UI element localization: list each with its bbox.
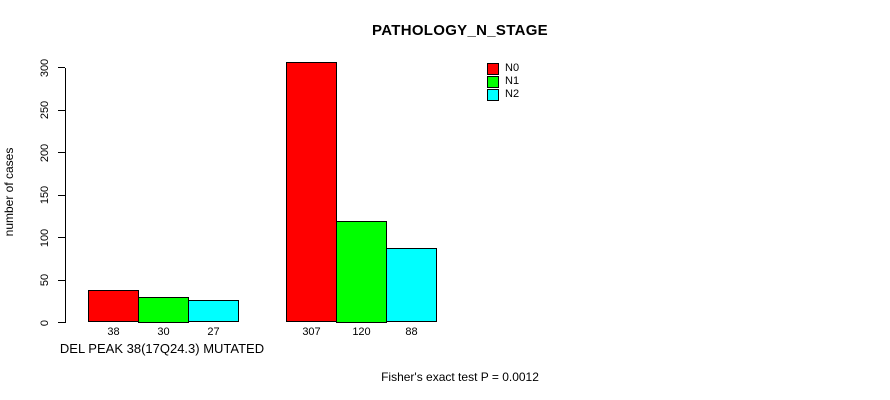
y-axis-tick <box>58 322 65 323</box>
legend-swatch-n0 <box>487 62 499 75</box>
bar-n1-group2 <box>336 220 387 323</box>
y-axis-tick-label: 250 <box>39 100 51 120</box>
annotation-text: Fisher's exact test P = 0.0012 <box>381 370 539 384</box>
bar-value-label: 120 <box>352 326 371 338</box>
chart-title: PATHOLOGY_N_STAGE <box>372 22 548 39</box>
legend-item-n1: N1 <box>487 75 519 88</box>
y-axis-tick-label: 150 <box>39 185 51 205</box>
y-axis-tick-label: 0 <box>39 319 51 326</box>
bar-n1-group1 <box>138 297 189 323</box>
legend: N0 N1 N2 <box>487 62 519 101</box>
y-axis-tick-label: 100 <box>39 228 51 247</box>
bar-n0-group1 <box>88 290 139 323</box>
legend-swatch-n2 <box>487 88 499 101</box>
y-axis-tick <box>58 194 65 196</box>
y-axis-tick <box>58 67 65 68</box>
legend-label-n1: N1 <box>505 75 520 87</box>
bar-n0-group2 <box>286 61 337 323</box>
bar-n2-group1 <box>188 299 239 323</box>
y-axis-tick <box>58 279 65 281</box>
y-axis-tick-label: 50 <box>39 273 51 287</box>
legend-swatch-n1 <box>487 75 499 88</box>
y-axis-line <box>65 67 66 323</box>
legend-item-n2: N2 <box>487 88 519 101</box>
bar-value-label: 30 <box>157 326 170 338</box>
y-axis-tick <box>58 109 65 111</box>
legend-label-n0: N0 <box>505 62 520 74</box>
bar-n2-group2 <box>386 247 437 323</box>
bar-value-label: 38 <box>107 326 120 338</box>
y-axis-tick <box>58 152 65 153</box>
bar-value-label: 27 <box>207 326 220 338</box>
x-group-label-mutated: DEL PEAK 38(17Q24.3) MUTATED <box>59 341 265 356</box>
y-axis-tick-label: 200 <box>39 143 51 162</box>
legend-item-n0: N0 <box>487 62 519 75</box>
bar-value-label: 307 <box>302 326 321 338</box>
legend-label-n2: N2 <box>505 88 520 100</box>
bar-value-label: 88 <box>405 326 418 338</box>
y-axis-tick <box>58 237 65 238</box>
y-axis-tick-label: 300 <box>39 58 51 77</box>
y-axis-label: number of cases <box>2 147 16 237</box>
